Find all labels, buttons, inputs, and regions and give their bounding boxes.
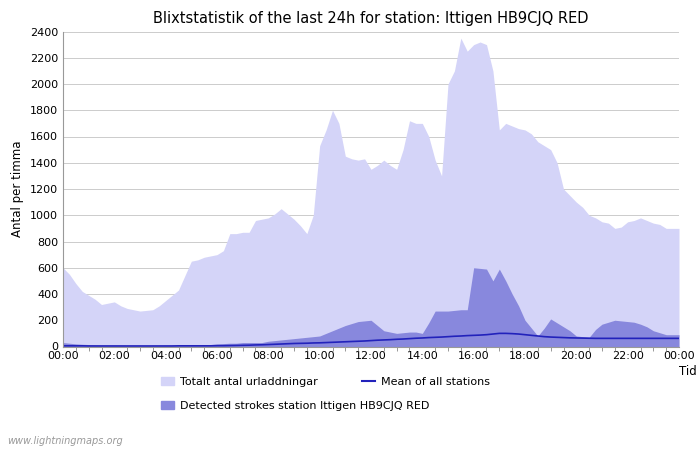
Legend: Detected strokes station Ittigen HB9CJQ RED: Detected strokes station Ittigen HB9CJQ … (161, 401, 429, 411)
Title: Blixtstatistik of the last 24h for station: Ittigen HB9CJQ RED: Blixtstatistik of the last 24h for stati… (153, 11, 589, 26)
Y-axis label: Antal per timma: Antal per timma (11, 141, 25, 237)
Text: Tid: Tid (679, 365, 696, 378)
Text: www.lightningmaps.org: www.lightningmaps.org (7, 436, 122, 446)
